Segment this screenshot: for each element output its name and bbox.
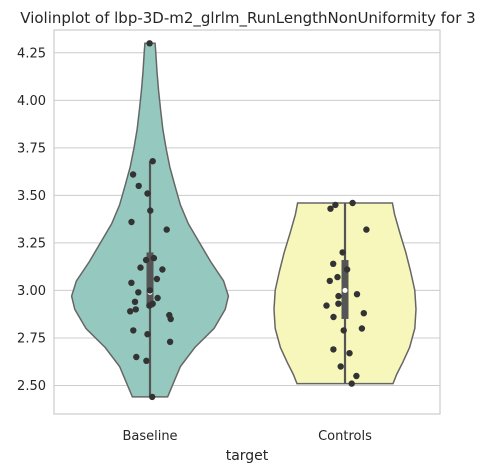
data-point xyxy=(129,171,137,178)
data-point xyxy=(330,346,337,353)
data-point xyxy=(135,182,142,190)
data-point xyxy=(339,249,346,256)
chart-title: Violinplot of lbp-3D-m2_glrlm_RunLengthN… xyxy=(20,9,475,28)
data-point xyxy=(349,199,356,207)
data-point xyxy=(146,40,153,47)
data-point xyxy=(363,226,370,233)
data-point xyxy=(358,325,366,332)
data-point xyxy=(147,207,154,214)
data-point xyxy=(144,331,151,338)
data-point xyxy=(130,327,137,334)
data-point xyxy=(149,393,156,401)
y-tick-label: 3.25 xyxy=(17,236,46,251)
data-point xyxy=(153,275,161,283)
data-point xyxy=(346,350,353,357)
data-point xyxy=(150,254,158,262)
data-point xyxy=(149,158,156,165)
data-point xyxy=(133,353,140,361)
data-point xyxy=(131,298,139,305)
iqr-box xyxy=(146,252,154,308)
x-tick-label: Controls xyxy=(318,429,372,444)
data-point xyxy=(332,201,339,209)
data-point xyxy=(335,300,342,307)
data-point xyxy=(166,338,174,345)
violins xyxy=(70,40,417,401)
data-point xyxy=(327,205,334,212)
data-point xyxy=(154,294,161,302)
data-point xyxy=(334,273,341,281)
data-point xyxy=(353,291,361,298)
x-axis-ticks: Baseline Controls xyxy=(122,429,372,444)
data-point xyxy=(330,260,337,267)
y-tick-label: 4.00 xyxy=(17,94,46,109)
data-point xyxy=(128,279,135,286)
data-point xyxy=(146,287,154,294)
data-point xyxy=(167,315,174,323)
y-tick-label: 3.50 xyxy=(17,189,46,204)
data-point xyxy=(127,308,134,315)
y-tick-label: 3.75 xyxy=(17,141,46,156)
violin-baseline xyxy=(70,40,230,401)
data-point xyxy=(323,302,330,309)
data-point xyxy=(337,363,344,370)
x-tick-label: Baseline xyxy=(122,429,177,444)
y-axis-ticks: 2.50 2.75 3.00 3.25 3.50 3.75 4.00 4.25 xyxy=(17,46,46,394)
data-point xyxy=(348,380,355,387)
y-tick-label: 2.50 xyxy=(17,379,46,394)
data-point xyxy=(335,292,342,300)
data-point xyxy=(326,277,333,285)
data-point xyxy=(330,313,337,321)
data-point xyxy=(353,372,360,380)
data-point xyxy=(146,302,153,309)
data-point xyxy=(142,256,150,264)
violin-controls xyxy=(273,199,417,387)
y-tick-label: 3.00 xyxy=(17,284,46,299)
data-point xyxy=(137,264,144,271)
median-marker xyxy=(342,287,348,293)
data-point xyxy=(143,357,150,364)
data-point xyxy=(128,218,135,226)
data-point xyxy=(132,306,139,313)
data-point xyxy=(343,266,351,273)
data-point xyxy=(360,310,367,317)
data-point xyxy=(159,266,166,273)
data-point xyxy=(144,190,151,197)
x-axis-label: target xyxy=(226,448,269,464)
data-point xyxy=(340,327,347,334)
data-point xyxy=(163,226,170,233)
y-tick-label: 2.75 xyxy=(17,331,46,346)
data-point xyxy=(135,289,142,296)
y-tick-label: 4.25 xyxy=(17,46,46,61)
